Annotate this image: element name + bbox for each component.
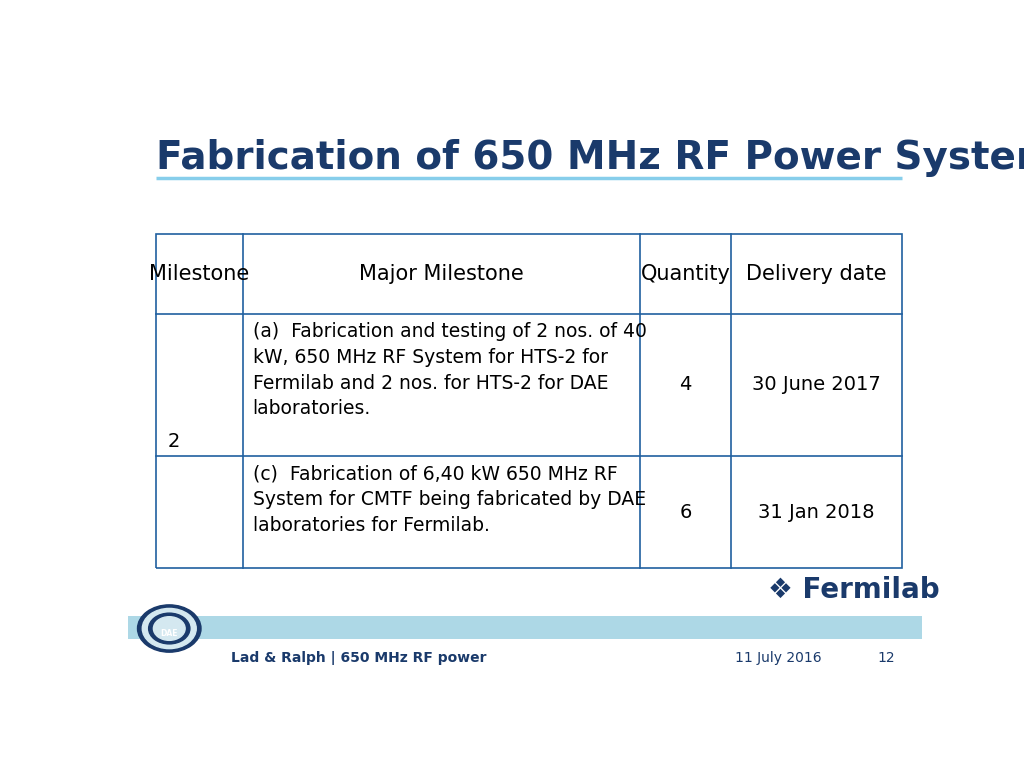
FancyBboxPatch shape	[128, 615, 922, 639]
Text: Major Milestone: Major Milestone	[359, 264, 524, 284]
Circle shape	[154, 617, 185, 641]
Circle shape	[142, 608, 197, 649]
Text: (c)  Fabrication of 6,40 kW 650 MHz RF
System for CMTF being fabricated by DAE
l: (c) Fabrication of 6,40 kW 650 MHz RF Sy…	[253, 464, 646, 535]
Text: 11 July 2016: 11 July 2016	[735, 651, 822, 665]
Text: ❖ Fermilab: ❖ Fermilab	[768, 576, 940, 604]
Text: 31 Jan 2018: 31 Jan 2018	[758, 502, 874, 521]
Text: DAE: DAE	[161, 629, 178, 637]
Text: 30 June 2017: 30 June 2017	[752, 376, 881, 395]
Text: 2: 2	[168, 432, 180, 451]
Text: Lad & Ralph | 650 MHz RF power: Lad & Ralph | 650 MHz RF power	[231, 651, 486, 665]
Text: Quantity: Quantity	[641, 264, 730, 284]
Circle shape	[148, 613, 189, 644]
Text: 4: 4	[679, 376, 691, 395]
Circle shape	[137, 605, 201, 652]
Text: Delivery date: Delivery date	[746, 264, 887, 284]
Text: 12: 12	[878, 651, 895, 665]
Text: Milestone: Milestone	[150, 264, 250, 284]
Text: (a)  Fabrication and testing of 2 nos. of 40
kW, 650 MHz RF System for HTS-2 for: (a) Fabrication and testing of 2 nos. of…	[253, 323, 646, 419]
Text: 6: 6	[679, 502, 691, 521]
Text: Fabrication of 650 MHz RF Power Systems: Fabrication of 650 MHz RF Power Systems	[156, 140, 1024, 177]
